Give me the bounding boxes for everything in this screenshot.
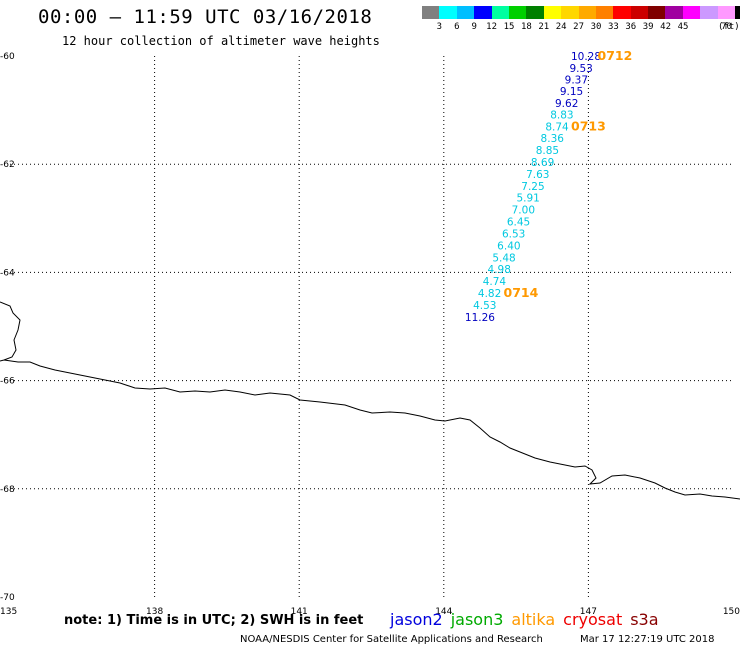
wave-height-observations: 10.289.539.379.159.628.838.748.368.858.6… <box>465 51 601 324</box>
legend-tick-label: 33 <box>607 22 619 32</box>
legend-swatch <box>630 6 649 19</box>
wave-height-value: 4.74 <box>483 276 507 288</box>
generated-timestamp: Mar 17 12:27:19 UTC 2018 <box>580 634 715 645</box>
longitude-label: 144 <box>435 607 452 617</box>
satellite-name: altika <box>511 610 556 629</box>
color-scale-unit: (ft) <box>718 22 740 32</box>
wave-height-value: 6.53 <box>502 228 525 240</box>
wave-height-value: 5.91 <box>516 193 539 205</box>
legend-swatch <box>474 6 492 19</box>
wave-height-value: 4.98 <box>488 264 511 276</box>
legend-swatch <box>561 6 579 19</box>
legend-swatch <box>526 6 544 19</box>
legend-swatch <box>491 6 509 19</box>
credit-line: NOAA/NESDIS Center for Satellite Applica… <box>240 634 543 645</box>
satellite-legend: jason2 jason3 altika cryosat s3a <box>390 610 667 629</box>
longitude-labels: 135 138 141 144 147 150 <box>0 607 740 617</box>
legend-tick-label: 3 <box>436 22 443 32</box>
legend-swatch <box>682 6 701 19</box>
latitude-label: -60 <box>0 52 15 62</box>
longitude-label: 150 <box>723 607 740 617</box>
legend-tick-label: 36 <box>625 22 637 32</box>
longitude-label: 147 <box>580 607 597 617</box>
legend-tick-label: 24 <box>555 22 567 32</box>
wave-height-value: 4.53 <box>473 300 496 312</box>
legend-tick-label: 12 <box>486 22 498 32</box>
wave-height-value: 4.82 <box>478 288 501 300</box>
satellite-name: jason3 <box>450 610 504 629</box>
legend-swatch <box>543 6 562 19</box>
legend-tick-label: 39 <box>642 22 654 32</box>
legend-swatch <box>648 6 666 19</box>
legend-tick-label: 21 <box>538 22 550 32</box>
legend-swatch <box>613 6 631 19</box>
latitude-label: -66 <box>0 377 15 387</box>
wave-height-value: 6.40 <box>497 240 520 252</box>
satellite-name: jason2 <box>390 610 443 629</box>
pass-time-label: 0714 <box>504 285 539 300</box>
legend-swatch <box>578 6 596 19</box>
wave-height-value: 10.28 <box>571 51 601 63</box>
legend-swatch <box>456 6 475 19</box>
legend-tick-label: 42 <box>660 22 672 32</box>
pass-time-labels: 0712 0713 0714 <box>504 48 633 300</box>
satellite-name: cryosat <box>563 610 623 629</box>
legend-tick-label: 9 <box>471 22 477 32</box>
latitude-label: -70 <box>0 593 15 603</box>
footnote: note: 1) Time is in UTC; 2) SWH is in fe… <box>64 613 364 628</box>
legend-swatch <box>735 6 740 19</box>
legend-swatch <box>508 6 527 19</box>
legend-tick-label: 15 <box>503 22 515 32</box>
wave-height-value: 5.48 <box>492 252 515 264</box>
longitude-label: 141 <box>291 607 308 617</box>
map-title: 00:00 – 11:59 UTC 03/16/2018 <box>38 6 373 28</box>
wave-height-value: 6.45 <box>507 217 530 229</box>
legend-swatch <box>665 6 683 19</box>
legend-swatch <box>700 6 718 19</box>
latitude-label: -62 <box>0 160 15 170</box>
lat-lon-grid <box>10 56 733 597</box>
legend-tick-label: 70 <box>721 22 732 32</box>
latitude-labels: -60 -62 -64 -66 -68 -70 <box>0 52 15 603</box>
longitude-label: 138 <box>146 607 163 617</box>
longitude-label: 135 <box>0 607 17 617</box>
legend-swatch <box>439 6 457 19</box>
wave-height-value: 9.62 <box>555 98 578 110</box>
satellite-name: s3a <box>630 610 659 629</box>
wave-height-value: 9.15 <box>560 86 583 98</box>
map-subtitle: 12 hour collection of altimeter wave hei… <box>62 34 380 48</box>
pass-time-label: 0713 <box>571 118 606 133</box>
antarctic-coastline <box>0 301 740 500</box>
legend-tick-label: 6 <box>454 22 460 32</box>
wave-height-value: 9.53 <box>569 63 592 75</box>
wave-height-value: 8.69 <box>531 157 554 169</box>
legend-tick-label: 18 <box>520 22 532 32</box>
pass-time-label: 0712 <box>598 48 633 63</box>
legend-swatch <box>717 6 736 19</box>
wave-height-value: 11.26 <box>465 312 495 324</box>
wave-height-value: 8.83 <box>550 109 573 121</box>
legend-tick-label: 45 <box>677 22 689 32</box>
wave-height-value: 7.63 <box>526 169 549 181</box>
latitude-label: -64 <box>0 268 15 278</box>
wave-height-value: 9.37 <box>565 74 588 86</box>
wave-height-value: 7.25 <box>521 181 544 193</box>
legend-swatch <box>422 6 440 19</box>
wave-height-value: 8.74 <box>545 121 569 133</box>
legend-tick-label: 27 <box>573 22 585 32</box>
wave-height-value: 8.85 <box>536 145 559 157</box>
color-scale-legend <box>422 6 740 19</box>
legend-swatch <box>595 6 614 19</box>
legend-tick-label: 30 <box>590 22 602 32</box>
wave-height-value: 7.00 <box>512 205 535 217</box>
wave-height-value: 8.36 <box>541 133 565 145</box>
latitude-label: -68 <box>0 485 15 495</box>
